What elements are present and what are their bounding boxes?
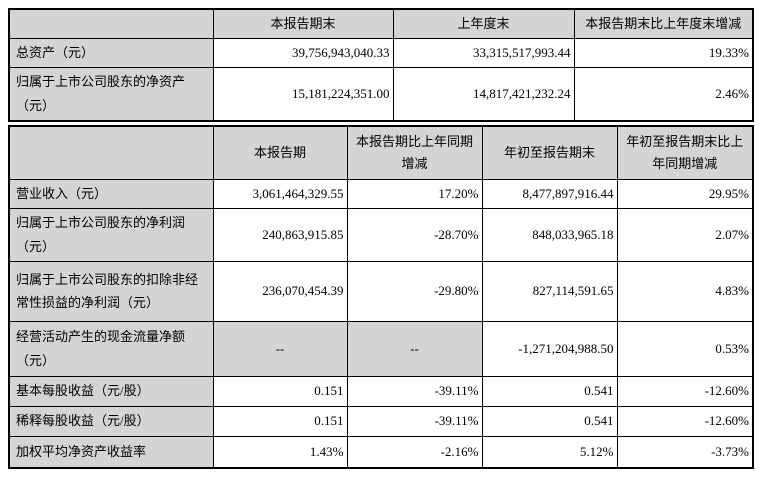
cell-value: 29.95% — [616, 178, 754, 209]
table-row: 基本每股收益（元/股） 0.151 -39.11% 0.541 -12.60% — [8, 375, 754, 407]
cell-value: 2.07% — [616, 207, 754, 262]
cell-value: 240,863,915.85 — [212, 207, 348, 262]
cell-value: 827,114,591.65 — [481, 260, 618, 322]
table-row: 稀释每股收益（元/股） 0.151 -39.11% 0.541 -12.60% — [8, 405, 754, 437]
cell-value: -3.73% — [616, 435, 754, 469]
cell-value: 39,756,943,040.33 — [212, 37, 394, 68]
cell-value: -1,271,204,988.50 — [481, 320, 618, 377]
column-header-period-yoy-change: 本报告期比上年同期增减 — [346, 125, 483, 180]
cell-value: 15,181,224,351.00 — [212, 66, 394, 122]
cell-value: 0.151 — [212, 405, 348, 437]
column-header-prior-year-end: 上年度末 — [392, 8, 575, 39]
table-row: 营业收入（元） 3,061,464,329.55 17.20% 8,477,89… — [8, 178, 754, 209]
cell-value: -39.11% — [346, 375, 483, 407]
table-row: 总资产（元） 39,756,943,040.33 33,315,517,993.… — [8, 37, 754, 68]
row-label-weighted-avg-roe: 加权平均净资产收益率 — [8, 435, 214, 469]
table-row: 归属于上市公司股东的净利润（元） 240,863,915.85 -28.70% … — [8, 207, 754, 262]
column-header-change-vs-prior-year-end: 本报告期末比上年度末增减 — [573, 8, 754, 39]
row-label-net-profit-excl-nonrecurring: 归属于上市公司股东的扣除非经常性损益的净利润（元） — [8, 260, 214, 322]
cell-value: -29.80% — [346, 260, 483, 322]
cell-not-applicable: -- — [212, 320, 348, 377]
column-header-current-period: 本报告期 — [212, 125, 348, 180]
cell-value: 5.12% — [481, 435, 618, 469]
cell-value: 236,070,454.39 — [212, 260, 348, 322]
cell-value: 19.33% — [573, 37, 754, 68]
table-header-row: 本报告期 本报告期比上年同期增减 年初至报告期末 年初至报告期末比上年同期增减 — [8, 125, 754, 180]
empty-corner-cell — [8, 8, 214, 39]
table-row: 经营活动产生的现金流量净额（元） -- -- -1,271,204,988.50… — [8, 320, 754, 377]
cell-value: -2.16% — [346, 435, 483, 469]
column-header-year-to-date: 年初至报告期末 — [481, 125, 618, 180]
column-header-current-period-end: 本报告期末 — [212, 8, 394, 39]
cell-value: 8,477,897,916.44 — [481, 178, 618, 209]
table-header-row: 本报告期末 上年度末 本报告期末比上年度末增减 — [8, 8, 754, 39]
cell-value: 14,817,421,232.24 — [392, 66, 575, 122]
cell-value: 33,315,517,993.44 — [392, 37, 575, 68]
column-header-ytd-yoy-change: 年初至报告期末比上年同期增减 — [616, 125, 754, 180]
cell-value: 848,033,965.18 — [481, 207, 618, 262]
cell-value: -28.70% — [346, 207, 483, 262]
cell-value: 0.541 — [481, 405, 618, 437]
cell-value: 4.83% — [616, 260, 754, 322]
empty-corner-cell — [8, 125, 214, 180]
row-label-net-assets: 归属于上市公司股东的净资产（元） — [8, 66, 214, 122]
table-row: 归属于上市公司股东的净资产（元） 15,181,224,351.00 14,81… — [8, 66, 754, 122]
cell-value: 0.151 — [212, 375, 348, 407]
table-row: 加权平均净资产收益率 1.43% -2.16% 5.12% -3.73% — [8, 435, 754, 469]
row-label-basic-eps: 基本每股收益（元/股） — [8, 375, 214, 407]
row-label-net-profit: 归属于上市公司股东的净利润（元） — [8, 207, 214, 262]
row-label-operating-cash-flow: 经营活动产生的现金流量净额（元） — [8, 320, 214, 377]
cell-value: -12.60% — [616, 375, 754, 407]
balance-summary-table: 本报告期末 上年度末 本报告期末比上年度末增减 总资产（元） 39,756,94… — [8, 8, 754, 122]
cell-value: 17.20% — [346, 178, 483, 209]
row-label-total-assets: 总资产（元） — [8, 37, 214, 68]
cell-value: 3,061,464,329.55 — [212, 178, 348, 209]
cell-not-applicable: -- — [346, 320, 483, 377]
income-summary-table: 本报告期 本报告期比上年同期增减 年初至报告期末 年初至报告期末比上年同期增减 … — [8, 125, 754, 469]
cell-value: -39.11% — [346, 405, 483, 437]
row-label-diluted-eps: 稀释每股收益（元/股） — [8, 405, 214, 437]
cell-value: 2.46% — [573, 66, 754, 122]
cell-value: 1.43% — [212, 435, 348, 469]
cell-value: 0.53% — [616, 320, 754, 377]
table-row: 归属于上市公司股东的扣除非经常性损益的净利润（元） 236,070,454.39… — [8, 260, 754, 322]
cell-value: 0.541 — [481, 375, 618, 407]
cell-value: -12.60% — [616, 405, 754, 437]
row-label-operating-revenue: 营业收入（元） — [8, 178, 214, 209]
